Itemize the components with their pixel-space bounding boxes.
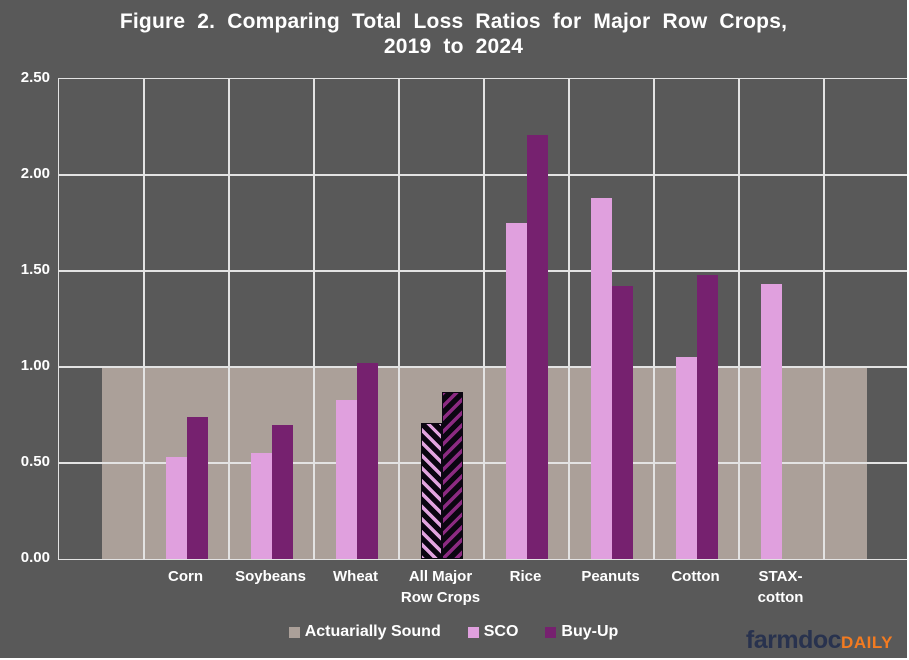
chart-legend: Actuarially Sound SCO Buy-Up <box>0 623 907 641</box>
bar-sco-all-major-row-crops <box>420 422 442 559</box>
legend-label: Actuarially Sound <box>304 623 441 640</box>
legend-item-actuarially-sound: Actuarially Sound <box>288 623 441 641</box>
vertical-gridline <box>483 79 485 559</box>
horizontal-gridline <box>59 270 907 272</box>
vertical-gridline <box>823 79 825 559</box>
bar-buy-up-soybeans <box>271 424 293 559</box>
x-category-label-line: Soybeans <box>235 568 306 585</box>
plot-area <box>58 78 907 560</box>
bar-buy-up-peanuts <box>611 286 633 559</box>
chart-title-line1: Figure 2. Comparing Total Loss Ratios fo… <box>119 10 788 33</box>
x-category-label: All Major Row Crops <box>381 566 501 608</box>
y-tick-label: 2.00 <box>20 165 50 182</box>
bar-sco-wheat <box>335 399 357 559</box>
bar-buy-up-corn <box>186 416 208 559</box>
bar-buy-up-wheat <box>356 363 378 559</box>
horizontal-gridline <box>59 174 907 176</box>
x-category-label-line: STAX- <box>758 568 803 585</box>
bar-sco-cotton <box>675 357 697 559</box>
x-category-label: STAX-cotton <box>721 566 841 608</box>
x-category-label-line: cotton <box>757 589 804 606</box>
vertical-gridline <box>143 79 145 559</box>
bar-sco-soybeans <box>250 453 272 559</box>
vertical-gridline <box>313 79 315 559</box>
x-category-label: Rice <box>466 566 586 587</box>
bar-buy-up-cotton <box>696 274 718 559</box>
y-tick-label: 0.50 <box>20 453 50 470</box>
y-tick-label: 0.00 <box>20 549 50 566</box>
x-category-label: Cotton <box>636 566 756 587</box>
x-category-label: Soybeans <box>211 566 331 587</box>
legend-item-buy-up: Buy-Up <box>545 623 618 641</box>
bar-sco-peanuts <box>590 198 612 559</box>
vertical-gridline <box>738 79 740 559</box>
chart-title: Figure 2. Comparing Total Loss Ratios fo… <box>0 9 907 59</box>
x-category-label-line: Corn <box>168 568 203 585</box>
y-tick-label: 2.50 <box>20 69 50 86</box>
logo-farmdoc-text: farmdoc <box>745 626 842 654</box>
bar-sco-rice <box>505 223 527 559</box>
farmdoc-daily-logo: farmdocDAILY <box>746 626 893 655</box>
vertical-gridline <box>398 79 400 559</box>
legend-label: SCO <box>483 623 519 640</box>
legend-swatch <box>288 626 300 638</box>
y-tick-label: 1.50 <box>20 261 50 278</box>
vertical-gridline <box>653 79 655 559</box>
bar-sco-corn <box>165 457 187 559</box>
legend-swatch <box>467 626 479 638</box>
bar-sco-stax-cotton <box>760 284 782 559</box>
x-category-label: Peanuts <box>551 566 671 587</box>
legend-label: Buy-Up <box>561 623 619 640</box>
x-category-label: Corn <box>126 566 246 587</box>
x-category-label-line: Peanuts <box>581 568 640 585</box>
horizontal-gridline <box>59 366 907 368</box>
bar-buy-up-rice <box>526 134 548 559</box>
x-category-label-line: Row Crops <box>400 589 481 606</box>
x-category-label-line: All Major <box>408 568 473 585</box>
bar-buy-up-all-major-row-crops <box>441 391 463 559</box>
x-category-label-line: Wheat <box>333 568 378 585</box>
chart-title-line2: 2019 to 2024 <box>383 35 524 58</box>
x-category-label-line: Rice <box>509 568 542 585</box>
legend-item-sco: SCO <box>467 623 519 641</box>
vertical-gridline <box>228 79 230 559</box>
x-category-label: Wheat <box>296 566 416 587</box>
y-tick-label: 1.00 <box>20 357 50 374</box>
x-category-label-line: Cotton <box>671 568 720 585</box>
logo-daily-text: DAILY <box>841 633 893 652</box>
vertical-gridline <box>568 79 570 559</box>
legend-swatch <box>545 626 557 638</box>
horizontal-gridline <box>59 462 907 464</box>
